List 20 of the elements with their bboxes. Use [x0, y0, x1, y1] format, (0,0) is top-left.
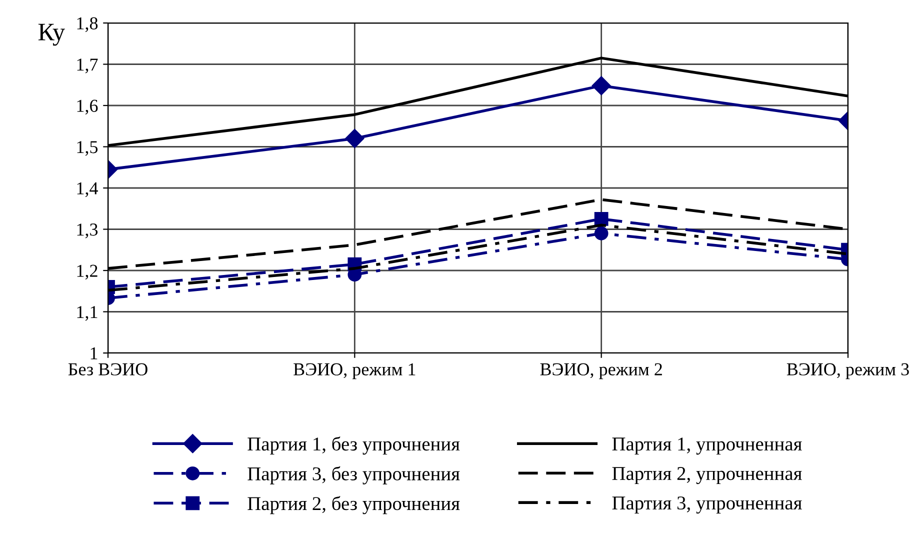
x-tick-label: ВЭИО, режим 2	[540, 363, 662, 380]
legend-label: Партия 1, упрочненная	[612, 438, 802, 455]
y-tick-label: 1,8	[77, 17, 98, 32]
y-tick-label: 1	[90, 347, 98, 360]
y-axis-title: Ку	[38, 24, 65, 46]
x-tick-label: Без ВЭИО	[68, 363, 148, 376]
y-tick-label: 1,3	[77, 224, 98, 238]
y-tick-label: 1,6	[77, 100, 98, 115]
legend-label: Партия 2, упрочненная	[612, 467, 802, 484]
y-tick-label: 1,4	[77, 182, 98, 198]
legend-label: Партия 2, без упрочнения	[248, 496, 460, 514]
legend-label: Партия 3, упрочненная	[612, 496, 802, 514]
y-tick-label: 1,7	[77, 58, 98, 74]
legend-label: Партия 3, без упрочнения	[248, 466, 460, 484]
y-tick-label: 1,2	[77, 264, 98, 280]
x-tick-label: ВЭИО, режим 1	[294, 363, 416, 380]
x-tick-label: ВЭИО, режим 3	[786, 363, 909, 380]
legend-label: Партия 1, без упрочнения	[248, 436, 460, 455]
y-tick-label: 1,5	[77, 141, 98, 156]
y-tick-label: 1,1	[77, 306, 98, 321]
